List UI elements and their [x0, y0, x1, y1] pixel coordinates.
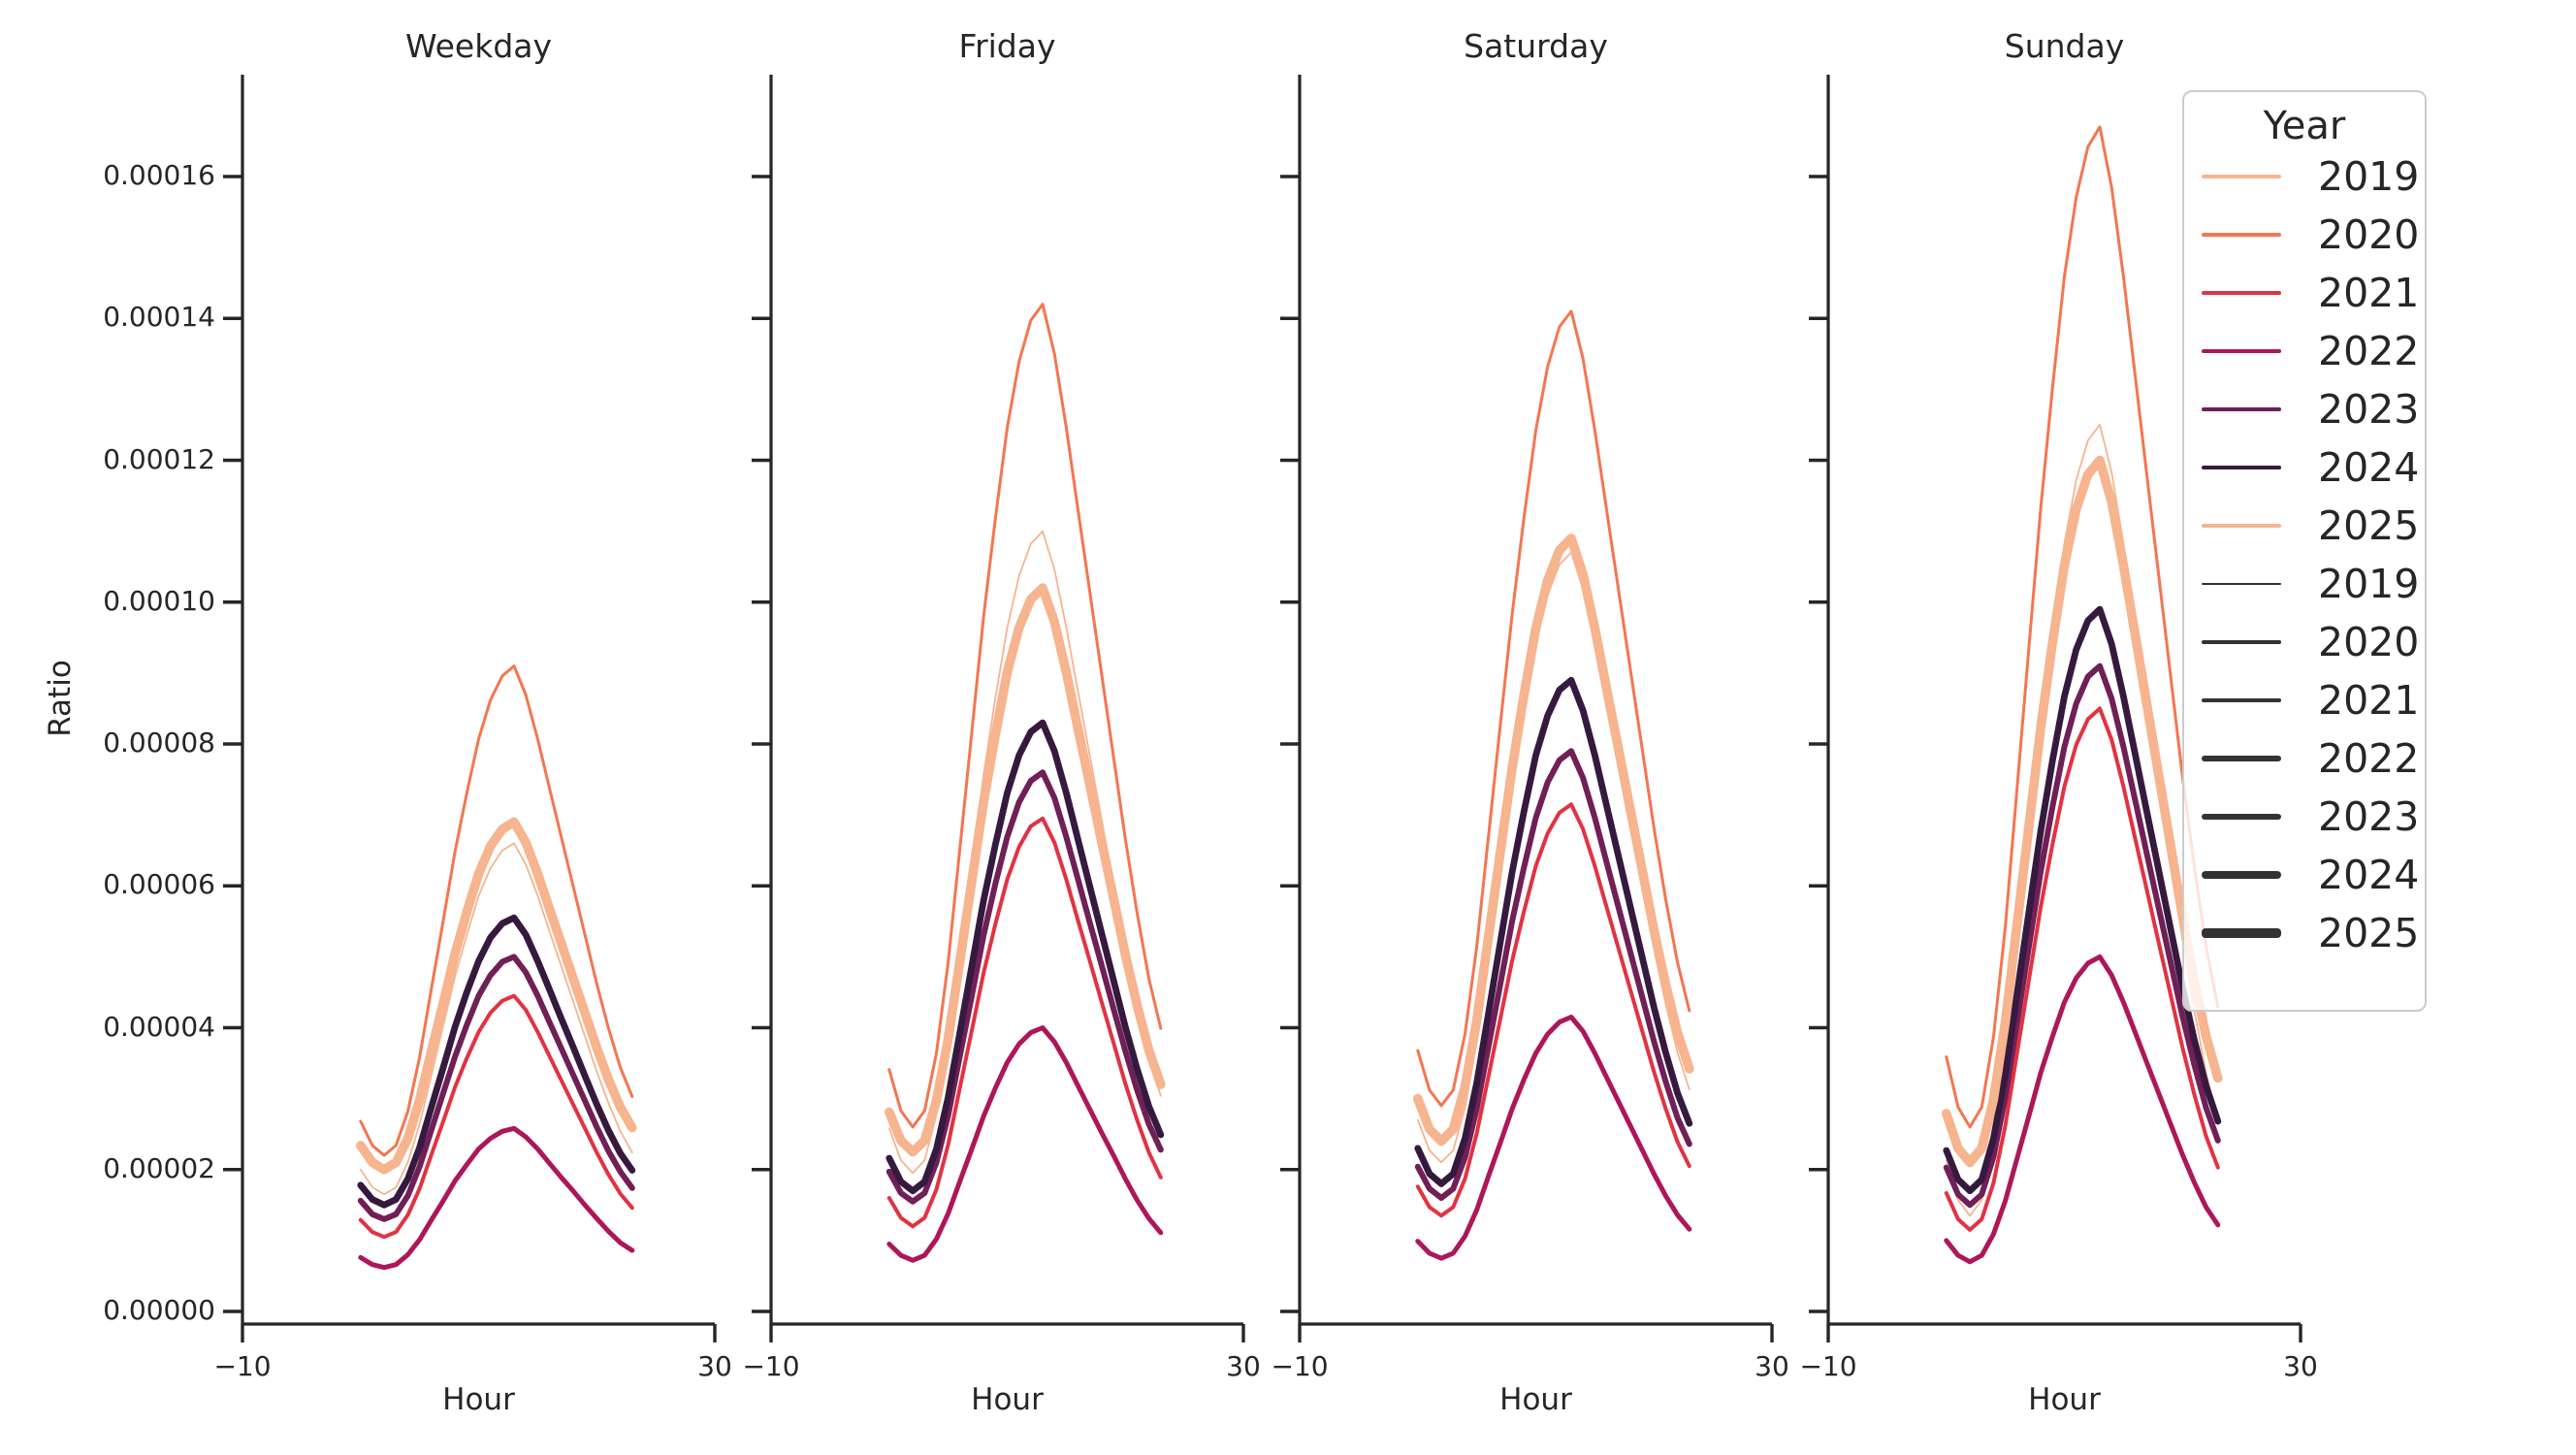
line-series-sunday-2020: [1945, 125, 2220, 1129]
line-series-friday-2025: [885, 583, 1166, 1157]
legend-line-swatch: [2202, 174, 2281, 179]
y-axis-label: Ratio: [43, 660, 78, 737]
line-series-saturday-2020: [1416, 309, 1691, 1108]
line-series-weekday-2025: [356, 817, 637, 1175]
x-tick-label: 30: [1226, 1350, 1261, 1382]
legend-entry-hue-2025: 2025: [2202, 504, 2419, 547]
y-tick-label: 0.00000: [103, 1294, 215, 1326]
x-axis-label: Hour: [1499, 1382, 1572, 1417]
line-series-saturday-2021: [1415, 802, 1691, 1218]
line-series-sunday-2023: [1943, 663, 2221, 1209]
y-tick-label: 0.00012: [103, 442, 215, 475]
legend-line-swatch: [2202, 697, 2281, 703]
x-tick-label: −10: [1271, 1350, 1329, 1382]
x-tick-label: −10: [213, 1350, 272, 1382]
line-series-saturday-2023: [1414, 748, 1692, 1201]
line-series-friday-2019: [887, 530, 1162, 1175]
line-series-friday-2021: [886, 816, 1163, 1229]
legend-entry-label: 2019: [2318, 561, 2420, 607]
y-tick-label: 0.00008: [103, 727, 215, 759]
line-series-friday-2020: [887, 303, 1163, 1129]
x-tick-label: 30: [1755, 1350, 1789, 1382]
legend-entry-size-2023: 2023: [2202, 795, 2419, 838]
x-tick-label: −10: [742, 1350, 800, 1382]
line-series-sunday-2024: [1943, 605, 2222, 1195]
line-series-weekday-2019: [359, 842, 633, 1196]
line-series-friday-2022: [886, 1025, 1164, 1263]
legend-entry-label: 2021: [2318, 270, 2420, 316]
line-series-weekday-2021: [358, 993, 634, 1240]
y-tick-label: 0.00006: [103, 868, 215, 901]
x-axis-label: Hour: [971, 1382, 1044, 1417]
legend-entry-size-2025: 2025: [2202, 912, 2419, 954]
legend-line-swatch: [2202, 871, 2281, 879]
legend-entry-hue-2020: 2020: [2202, 213, 2419, 256]
facet-title-saturday: Saturday: [1464, 27, 1608, 65]
legend-entry-size-2024: 2024: [2202, 854, 2419, 896]
y-tick-label: 0.00004: [103, 1010, 215, 1043]
y-tick-label: 0.00010: [103, 584, 215, 617]
legend-entry-label: 2022: [2318, 735, 2420, 782]
x-tick-label: −10: [1799, 1350, 1857, 1382]
line-series-sunday-2019: [1945, 424, 2219, 1217]
legend-entry-label: 2024: [2318, 852, 2420, 898]
legend-entry-size-2020: 2020: [2202, 621, 2419, 663]
legend-line-swatch: [2202, 290, 2281, 296]
legend-entry-label: 2019: [2318, 153, 2420, 200]
legend-entry-size-2022: 2022: [2202, 737, 2419, 780]
legend-entry-label: 2023: [2318, 793, 2420, 840]
legend-entry-hue-2022: 2022: [2202, 330, 2419, 372]
y-tick-label: 0.00002: [103, 1151, 215, 1184]
legend-entry-label: 2021: [2318, 677, 2420, 724]
legend-line-swatch: [2202, 406, 2281, 412]
legend-entry-hue-2021: 2021: [2202, 272, 2419, 314]
x-tick-label: 30: [2283, 1350, 2318, 1382]
legend-entry-label: 2023: [2318, 386, 2420, 433]
line-series-saturday-2025: [1413, 534, 1694, 1147]
y-tick-label: 0.00014: [103, 301, 215, 334]
line-series-friday-2023: [886, 769, 1164, 1205]
x-tick-label: 30: [697, 1350, 732, 1382]
legend-line-swatch: [2202, 813, 2281, 821]
line-series-saturday-2022: [1415, 1015, 1692, 1261]
legend-entry-label: 2020: [2318, 619, 2420, 665]
legend: Year 2019 2020 2021 2022 2023 2024 2025 2019 202…: [2182, 90, 2427, 1012]
x-axis-label: Hour: [442, 1382, 515, 1417]
legend-entry-label: 2024: [2318, 444, 2420, 491]
legend-entry-hue-2024: 2024: [2202, 446, 2419, 489]
facet-title-friday: Friday: [958, 27, 1056, 65]
legend-entry-label: 2025: [2318, 502, 2420, 549]
legend-entry-hue-2019: 2019: [2202, 155, 2419, 198]
line-series-weekday-2023: [357, 954, 635, 1222]
legend-line-swatch: [2202, 232, 2281, 238]
line-series-sunday-2021: [1944, 706, 2220, 1232]
y-tick-label: 0.00016: [103, 159, 215, 191]
legend-line-swatch: [2202, 928, 2281, 938]
legend-line-swatch: [2202, 756, 2281, 761]
legend-entry-hue-2023: 2023: [2202, 388, 2419, 431]
legend-entry-label: 2020: [2318, 211, 2420, 258]
legend-line-swatch: [2202, 348, 2281, 354]
facet-title-sunday: Sunday: [2004, 27, 2125, 65]
line-series-friday-2024: [886, 719, 1165, 1195]
facet-title-weekday: Weekday: [404, 27, 553, 65]
line-series-sunday-2025: [1942, 455, 2223, 1168]
legend-line-swatch: [2202, 523, 2281, 529]
legend-entry-label: 2025: [2318, 910, 2420, 956]
legend-entry-size-2021: 2021: [2202, 679, 2419, 722]
x-axis-label: Hour: [2028, 1382, 2101, 1417]
line-series-saturday-2024: [1414, 676, 1693, 1187]
line-series-weekday-2024: [357, 914, 636, 1209]
legend-line-swatch: [2202, 465, 2281, 470]
line-series-sunday-2022: [1944, 954, 2221, 1265]
legend-title: Year: [2263, 104, 2346, 148]
legend-entry-label: 2022: [2318, 328, 2420, 374]
legend-entry-size-2019: 2019: [2202, 563, 2419, 605]
line-series-weekday-2022: [358, 1125, 635, 1271]
line-series-weekday-2020: [359, 664, 634, 1157]
legend-line-swatch: [2202, 583, 2281, 585]
legend-line-swatch: [2202, 640, 2281, 644]
